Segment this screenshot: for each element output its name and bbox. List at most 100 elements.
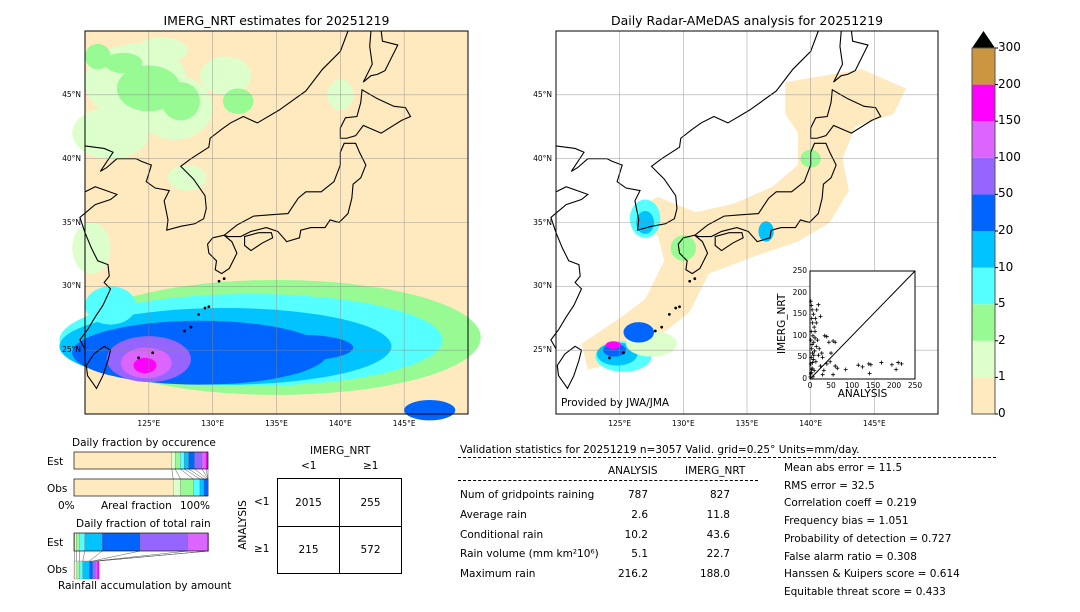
connector-line	[201, 468, 209, 480]
contingency-col-label-0: <1	[301, 460, 317, 472]
island	[674, 306, 678, 310]
stats-row-analysis: 787	[627, 489, 648, 501]
occurrence-est-segment	[201, 451, 207, 470]
connector-line	[82, 550, 86, 562]
bar-frame	[73, 451, 209, 470]
connector-line	[171, 468, 174, 480]
contingency-col-title: IMERG_NRT	[310, 445, 371, 457]
rain-area-light	[167, 165, 207, 191]
scatter-point	[812, 368, 817, 373]
lat-tick-label: 30°N	[533, 281, 552, 291]
occurrence-obs-label: Obs	[47, 483, 68, 495]
scatter-ytick: 150	[792, 309, 807, 319]
scatter-point	[811, 312, 816, 317]
cell-false-alarm: 255	[360, 497, 381, 509]
rain-area-green	[85, 43, 111, 70]
cell-miss: 215	[298, 544, 319, 556]
occurrence-est-segment	[194, 451, 203, 470]
scatter-point	[866, 361, 871, 366]
stats-row-imerg: 43.6	[706, 529, 730, 541]
occurrence-est-segment	[205, 451, 209, 470]
scatter-point	[808, 299, 813, 304]
lon-tick-label: 130°E	[201, 419, 225, 428]
island	[222, 277, 226, 281]
occurrence-title: Daily fraction by occurence	[72, 437, 216, 449]
occurrence-xmin: 0%	[58, 500, 75, 512]
lat-tick-label: 35°N	[533, 217, 552, 227]
scatter-point	[896, 360, 901, 365]
island	[678, 305, 681, 309]
lon-tick-label: 140°E	[328, 419, 352, 428]
contingency-row-title: ANALYSIS	[237, 500, 249, 550]
scatter-point	[811, 353, 816, 358]
rain-xlabel: Rainfall accumulation by amount	[58, 580, 232, 592]
colorbar-segment	[972, 340, 995, 378]
island	[622, 351, 625, 355]
island	[693, 277, 697, 281]
colorbar-segment	[972, 48, 995, 85]
contingency-table: 2015 255 215 572	[277, 478, 402, 574]
score-line: Probability of detection = 0.727	[784, 532, 952, 545]
colorbar-tick-label: 10	[998, 259, 1014, 274]
scatter-point	[831, 372, 836, 377]
contingency-row-label-1: ≥1	[254, 543, 270, 555]
colorbar-segment	[972, 84, 995, 122]
coastline-chinaS	[550, 186, 589, 350]
scatter-point	[860, 364, 865, 369]
scatter-point	[812, 348, 817, 353]
coastline-kyushu	[677, 234, 709, 275]
rain-area-cyan	[85, 286, 137, 325]
scatter-point	[824, 334, 829, 339]
coastline-kyushu	[206, 234, 238, 275]
stats-row-analysis: 2.6	[631, 509, 648, 521]
stats-row-label: Maximum rain	[460, 568, 536, 580]
colorbar-tick-label: 20	[998, 223, 1014, 237]
scatter-ytick: 200	[792, 287, 807, 297]
rain-obs-segment	[89, 560, 93, 580]
score-line: Frequency bias = 1.051	[784, 515, 909, 528]
scatter-point	[808, 371, 813, 376]
occurrence-est-segment	[184, 451, 189, 470]
scatter-point	[810, 320, 815, 325]
scatter-xtick: 150	[865, 381, 881, 390]
rain-area-blue	[623, 322, 655, 343]
map-frame	[555, 30, 939, 415]
scatter-point	[810, 360, 815, 365]
colorbar	[971, 31, 998, 415]
scatter-xtick: 100	[844, 381, 860, 390]
colorbar-tick-label: 300	[998, 40, 1021, 54]
connector-line	[205, 468, 209, 480]
rain-area-light	[72, 107, 149, 159]
stats-row-analysis: 5.1	[631, 548, 648, 560]
scatter-point	[810, 307, 815, 312]
lat-tick-label: 45°N	[62, 89, 81, 99]
occurrence-obs-segment	[199, 478, 205, 497]
colorbar-tick-label: 150	[998, 113, 1021, 128]
coastline-hokkaido	[810, 88, 882, 139]
right-map-title: Daily Radar-AMeDAS analysis for 20251219	[610, 13, 884, 28]
coastline-chinaS	[79, 186, 119, 350]
island	[203, 306, 207, 310]
contingency-col-label-1: ≥1	[363, 460, 379, 472]
lon-tick-label: 145°E	[862, 419, 886, 428]
colorbar-segment	[972, 157, 995, 195]
scatter-xlabel: ANALYSIS	[837, 388, 888, 400]
colorbar-tick-label: 1	[998, 369, 1006, 384]
score-line: Hanssen & Kuipers score = 0.614	[784, 568, 960, 581]
scatter-point	[833, 340, 838, 345]
cell-hit: 572	[360, 544, 381, 556]
coastline-taiwan	[556, 345, 583, 390]
island	[197, 313, 201, 316]
scatter-ylabel: IMERG_NRT	[776, 293, 788, 354]
connector-line	[99, 550, 209, 562]
coastline-sakhalin	[833, 30, 869, 83]
connector-line	[89, 550, 103, 562]
radar-coverage-swath	[581, 69, 907, 370]
lat-tick-label: 30°N	[62, 281, 81, 291]
rain-est-label: Est	[47, 537, 64, 549]
scatter-point	[829, 351, 833, 356]
rain-est-segment	[79, 532, 86, 552]
island	[151, 351, 155, 355]
stats-row-imerg: 22.7	[706, 548, 730, 560]
score-line: RMS error = 32.5	[784, 479, 875, 492]
